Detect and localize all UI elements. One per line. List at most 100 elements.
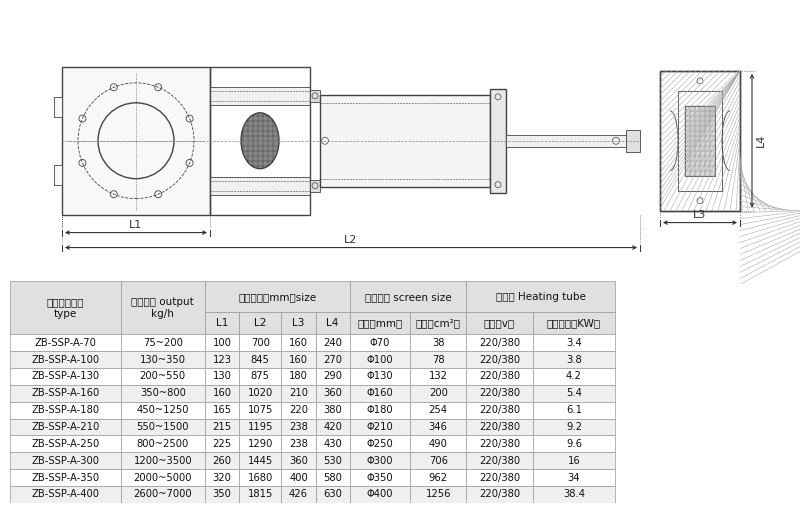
Text: 210: 210 [289,388,308,398]
Text: L2: L2 [344,235,358,244]
Bar [205,334,239,351]
Text: 2600~7000: 2600~7000 [134,490,192,499]
Bar [350,486,410,503]
Bar [121,452,205,469]
Text: L2: L2 [254,318,266,328]
Text: 2000~5000: 2000~5000 [134,472,192,483]
Bar [533,351,615,368]
Bar [660,71,740,211]
Text: 1290: 1290 [247,439,273,449]
Bar [239,419,282,435]
Bar [466,469,533,486]
Bar [282,435,315,452]
Bar [10,469,121,486]
Bar [466,334,533,351]
Text: 1256: 1256 [426,490,451,499]
Bar [533,368,615,385]
Text: 350: 350 [213,490,231,499]
Bar [533,334,615,351]
Text: 160: 160 [213,388,231,398]
Text: 380: 380 [323,405,342,415]
Bar [205,312,239,334]
Bar [282,469,315,486]
Text: Φ130: Φ130 [366,371,394,382]
Text: 34: 34 [568,472,580,483]
Text: 100: 100 [213,338,231,347]
Bar [10,334,121,351]
Text: ZB-SSP-A-160: ZB-SSP-A-160 [31,388,99,398]
Text: 123: 123 [213,355,231,365]
Bar [121,351,205,368]
Bar [350,402,410,419]
Text: L3: L3 [694,210,706,219]
Text: 350~800: 350~800 [140,388,186,398]
Text: 1815: 1815 [247,490,273,499]
Text: 220/380: 220/380 [479,338,520,347]
Text: 加热器 Heating tube: 加热器 Heating tube [496,292,586,302]
Text: 800~2500: 800~2500 [137,439,189,449]
Text: 78: 78 [432,355,445,365]
Text: ZB-SSP-A-100: ZB-SSP-A-100 [31,355,99,365]
Bar [282,351,315,368]
Bar [10,419,121,435]
Bar [320,95,490,186]
Text: 轮廓尺寸（mm）size: 轮廓尺寸（mm）size [238,292,317,302]
Text: L1: L1 [216,318,228,328]
Text: 240: 240 [323,338,342,347]
Text: 490: 490 [429,439,448,449]
Bar [205,452,239,469]
Text: 38: 38 [432,338,445,347]
Bar [239,452,282,469]
Bar [310,180,320,192]
Text: 706: 706 [429,456,448,466]
Bar [466,281,615,312]
Bar [54,165,62,185]
Bar [239,312,282,334]
Bar [10,368,121,385]
Text: 适用产量 output
kg/h: 适用产量 output kg/h [131,297,194,319]
Bar [10,402,121,419]
Text: 130: 130 [213,371,231,382]
Text: 1075: 1075 [247,405,273,415]
Bar [466,385,533,402]
Text: 3.8: 3.8 [566,355,582,365]
Bar [10,385,121,402]
Bar [466,312,533,334]
Text: 220/380: 220/380 [479,422,520,432]
Text: 845: 845 [251,355,270,365]
Text: 550~1500: 550~1500 [137,422,189,432]
Bar [239,334,282,351]
Bar [533,385,615,402]
Bar [410,312,466,334]
Bar [121,334,205,351]
Text: ZB-SSP-A-350: ZB-SSP-A-350 [31,472,99,483]
Bar [410,368,466,385]
Bar [410,385,466,402]
Bar [466,402,533,419]
Text: Φ250: Φ250 [366,439,394,449]
Bar [282,452,315,469]
Text: 360: 360 [323,388,342,398]
Bar [121,486,205,503]
Bar [678,91,722,190]
Ellipse shape [241,113,279,169]
Text: 450~1250: 450~1250 [137,405,189,415]
Bar [205,435,239,452]
Bar [205,351,239,368]
Bar [205,368,239,385]
Bar [282,368,315,385]
Bar [310,90,320,102]
Text: 4.2: 4.2 [566,371,582,382]
Text: Φ210: Φ210 [366,422,394,432]
Bar [350,351,410,368]
Text: 1680: 1680 [248,472,273,483]
Bar [350,368,410,385]
Text: 200~550: 200~550 [140,371,186,382]
Text: L1: L1 [130,219,142,230]
Bar [210,87,310,105]
Bar [205,419,239,435]
Text: 160: 160 [289,338,308,347]
Text: 260: 260 [213,456,231,466]
Text: Φ350: Φ350 [366,472,394,483]
Bar [490,89,506,193]
